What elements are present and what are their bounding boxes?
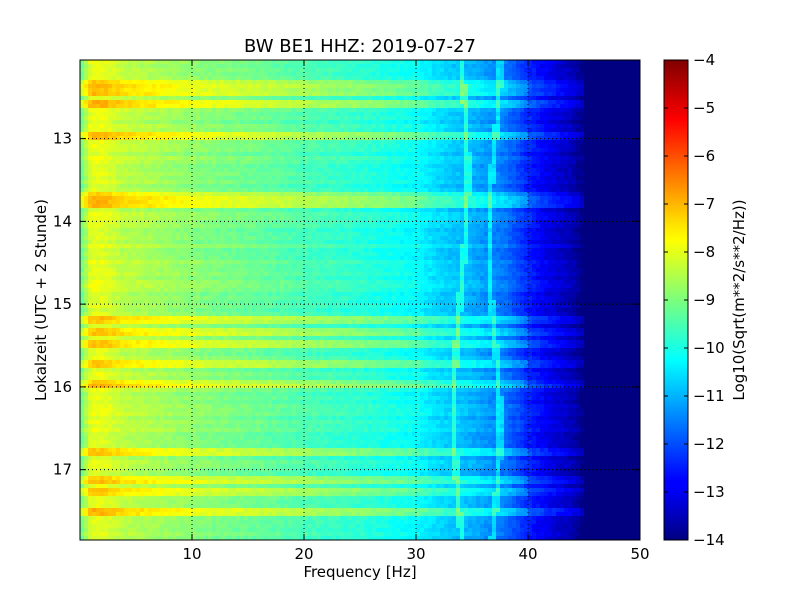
colorbar-tick-label: −4	[693, 51, 715, 69]
y-tick-label: 16	[53, 378, 72, 396]
x-tick-label: 30	[406, 545, 425, 563]
y-tick-label: 14	[53, 212, 72, 230]
y-axis: 13 14 15 16 17	[53, 130, 640, 479]
x-tick-label: 20	[294, 545, 313, 563]
colorbar-label: Log10(Sqrt(m**2/s**2/Hz))	[730, 199, 748, 400]
y-axis-label: Lokalzeit (UTC + 2 Stunde)	[32, 199, 50, 401]
x-axis-label: Frequency [Hz]	[303, 563, 416, 581]
y-tick-label: 17	[53, 461, 72, 479]
colorbar-tick-label: −14	[693, 531, 725, 549]
colorbar-tick-label: −9	[693, 291, 715, 309]
colorbar-tick-label: −11	[693, 387, 725, 405]
plot-frame	[79, 59, 641, 541]
colorbar-tick-label: −8	[693, 243, 715, 261]
chart-title: BW BE1 HHZ: 2019-07-27	[244, 36, 476, 57]
colorbar-tick-label: −5	[693, 99, 715, 117]
colorbar-tick-label: −7	[693, 195, 715, 213]
colorbar-ticks: −4 −5 −6 −7 −8 −9 −10 −11 −12 −13 −14	[664, 51, 725, 549]
x-tick-label: 50	[630, 545, 649, 563]
y-tick-label: 15	[53, 295, 72, 313]
colorbar-tick-label: −13	[693, 483, 725, 501]
x-axis: 10 20 30 40 50	[182, 60, 650, 563]
x-tick-label: 40	[518, 545, 537, 563]
colorbar-tick-label: −12	[693, 435, 725, 453]
spectrogram-heatmap	[80, 60, 640, 540]
y-tick-label: 13	[53, 130, 72, 148]
colorbar-tick-label: −6	[693, 147, 715, 165]
grid-lines	[80, 60, 640, 540]
colorbar-tick-label: −10	[693, 339, 725, 357]
x-tick-label: 10	[182, 545, 201, 563]
